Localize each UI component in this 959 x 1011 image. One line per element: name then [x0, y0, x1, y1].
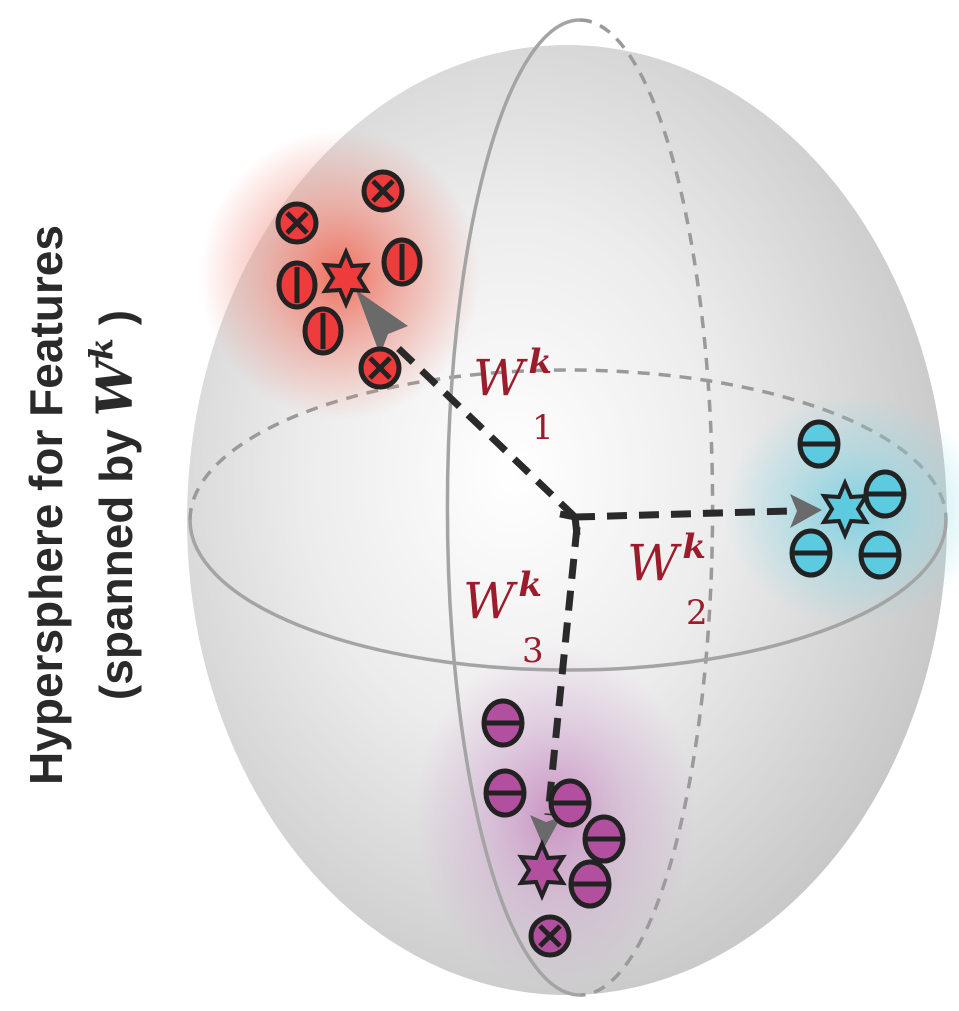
axis-label-line2: (spanned by Wk ): [82, 310, 144, 700]
equator-front-arc: [188, 519, 948, 672]
red-feature-cross: [358, 346, 402, 390]
cyan-cluster: [789, 419, 907, 580]
red-feature-cross: [275, 201, 319, 245]
purple-feature-bar: [481, 698, 525, 748]
purple-feature-bar: [568, 859, 612, 909]
red-feature-bar: [302, 306, 344, 356]
red-feature-bar: [276, 260, 318, 310]
axis-label-line1: Hypersphere for Features: [20, 225, 72, 785]
purple-prototype-star: [517, 838, 567, 902]
cyan-feature-bar: [858, 530, 902, 580]
vector-w1-line: [395, 345, 578, 520]
red-feature-cross: [361, 169, 405, 213]
purple-feature-bar: [483, 768, 527, 818]
red-feature-bar: [381, 237, 423, 287]
purple-cluster: [481, 698, 626, 958]
cyan-feature-bar: [863, 469, 907, 519]
purple-feature-bar: [548, 778, 592, 828]
vector-w2-arrowhead: [790, 494, 822, 528]
cyan-feature-bar: [797, 419, 841, 469]
purple-feature-cross: [528, 914, 572, 958]
red-prototype-star: [321, 246, 371, 310]
vector-w3-arrowhead: [530, 815, 561, 848]
vector-origin: [559, 510, 581, 536]
vector-w1-arrowhead: [356, 290, 408, 355]
axis-label: Hypersphere for Features (spanned by Wk …: [20, 225, 144, 785]
weight-vectors: [356, 290, 822, 848]
vector-w3-line: [544, 526, 581, 816]
meridian-front-arc: [445, 18, 581, 997]
purple-feature-bar: [582, 814, 626, 864]
red-cluster: [275, 169, 423, 390]
vector-w2-line: [574, 507, 791, 521]
cyan-feature-bar: [789, 528, 833, 578]
meridian-back-arc: [579, 18, 715, 997]
cyan-prototype-star: [820, 477, 870, 541]
